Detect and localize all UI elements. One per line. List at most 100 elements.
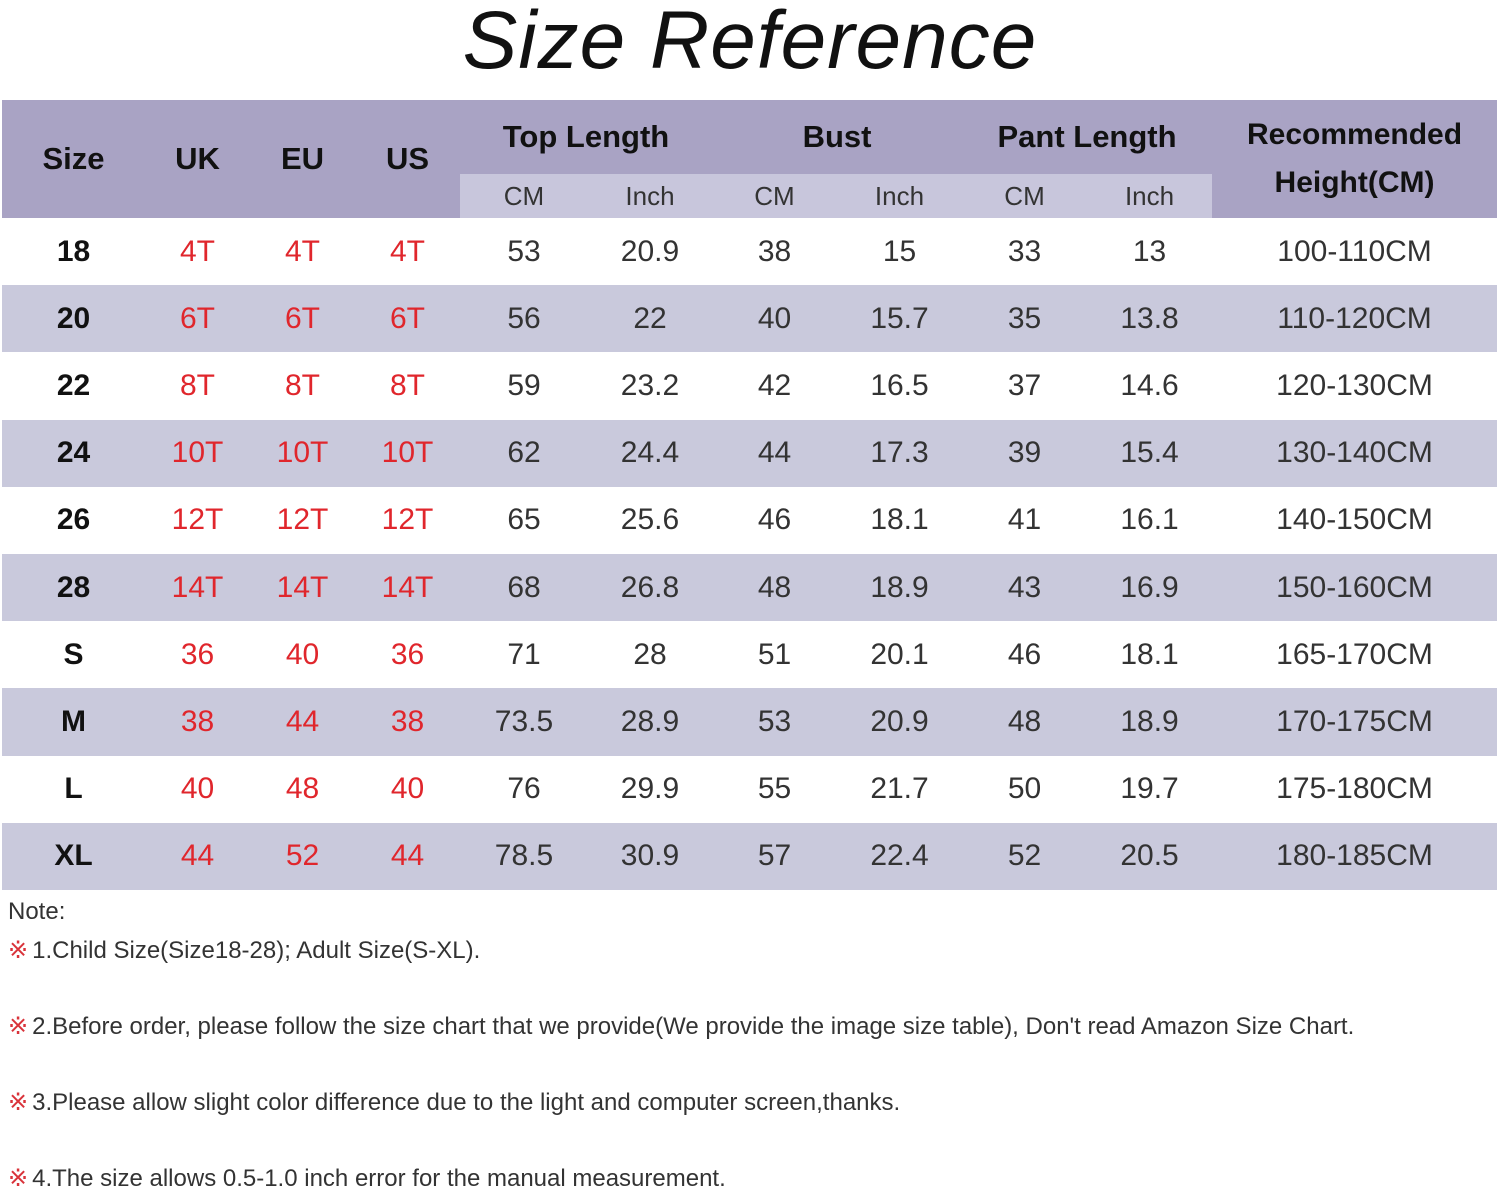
cell-eu: 4T — [284, 234, 320, 268]
cell-uk: 6T — [179, 301, 215, 335]
table-row: 28 14T 14T 14T 68 26.8 48 18.9 43 16.9 150-160CM — [2, 553, 1498, 622]
subheader-bust-inch: Inch — [837, 174, 963, 218]
cell-eu: 48 — [285, 772, 320, 806]
header-uk: UK — [145, 100, 250, 218]
cell-eu: 14T — [276, 570, 329, 604]
subheader-pant-cm: CM — [962, 174, 1088, 218]
cell-bust-cm: 57 — [757, 839, 792, 873]
cell-recommended-height: 150-160CM — [1276, 570, 1433, 604]
cell-top-inch: 23.2 — [620, 368, 680, 402]
subheader-top-cm: CM — [460, 174, 588, 218]
reference-mark-icon: ※ — [8, 1013, 29, 1040]
table-row: L 40 48 40 76 29.9 55 21.7 50 19.7 175-180CM — [2, 756, 1497, 823]
cell-pant-inch: 18.9 — [1120, 704, 1179, 738]
cell-bust-inch: 20.1 — [870, 637, 929, 671]
cell-bust-cm: 44 — [757, 436, 792, 470]
cell-bust-cm: 40 — [757, 301, 792, 335]
note-item: ※ 3.Please allow slight color difference … — [8, 1088, 900, 1117]
cell-bust-inch: 15 — [882, 234, 917, 268]
header-eu: EU — [250, 100, 355, 218]
cell-top-inch: 30.9 — [620, 839, 680, 873]
cell-uk: 4T — [179, 234, 215, 268]
table-row: 18 4T 4T 4T 53 20.9 38 15 33 13 100-110CM — [2, 218, 1497, 285]
note-item: ※ 4.The size allows 0.5-1.0 inch error fo… — [8, 1164, 726, 1193]
table-row: 26 12T 12T 12T 65 25.6 46 18.1 41 16.1 140-150CM — [2, 487, 1497, 554]
table-row: XL 44 52 44 78.5 30.9 57 22.4 52 20.5 180-185CM — [2, 822, 1498, 890]
cell-top-cm: 73.5 — [494, 704, 554, 738]
cell-pant-cm: 33 — [1007, 234, 1042, 268]
cell-uk: 14T — [171, 570, 224, 604]
cell-size: 18 — [56, 234, 91, 268]
cell-pant-inch: 13.8 — [1120, 301, 1179, 335]
cell-top-cm: 53 — [507, 234, 541, 268]
cell-eu: 8T — [284, 368, 320, 402]
cell-top-inch: 25.6 — [620, 503, 680, 537]
cell-eu: 40 — [285, 637, 320, 671]
cell-top-inch: 20.9 — [620, 234, 680, 268]
table-row: M 38 44 38 73.5 28.9 53 20.9 48 18.9 170-175CM — [2, 688, 1498, 756]
cell-top-cm: 76 — [507, 772, 541, 806]
header-pant-length: Pant Length — [962, 100, 1213, 174]
cell-size: 26 — [56, 503, 91, 537]
size-table: Size UK EU US Top Length Bust Pant Lengt… — [2, 100, 1498, 890]
table-row: 20 6T 6T 6T 56 22 40 15.7 35 13.8 110-120CM — [2, 285, 1498, 353]
cell-us: 44 — [390, 839, 425, 873]
cell-bust-inch: 17.3 — [870, 436, 929, 470]
cell-recommended-height: 175-180CM — [1276, 772, 1433, 806]
cell-pant-inch: 13 — [1132, 234, 1167, 268]
cell-us: 10T — [381, 436, 434, 470]
cell-uk: 8T — [179, 368, 215, 402]
cell-bust-cm: 38 — [757, 234, 792, 268]
cell-pant-cm: 41 — [1007, 503, 1042, 537]
header-bust: Bust — [712, 100, 963, 174]
cell-pant-inch: 16.9 — [1120, 570, 1179, 604]
cell-bust-inch: 22.4 — [870, 839, 929, 873]
cell-pant-cm: 35 — [1007, 301, 1042, 335]
cell-top-cm: 68 — [507, 570, 541, 604]
cell-top-cm: 59 — [507, 368, 541, 402]
cell-us: 4T — [389, 234, 425, 268]
cell-uk: 12T — [171, 503, 224, 537]
cell-eu: 10T — [276, 436, 329, 470]
cell-pant-cm: 39 — [1007, 436, 1042, 470]
cell-bust-cm: 46 — [757, 503, 792, 537]
cell-recommended-height: 170-175CM — [1276, 704, 1433, 738]
cell-top-cm: 71 — [507, 637, 541, 671]
note-item: ※ 1.Child Size(Size18-28); Adult Size(S-X… — [8, 936, 480, 965]
reference-mark-icon: ※ — [8, 1165, 29, 1192]
header-recommended: Recommended — [1247, 118, 1463, 151]
cell-recommended-height: 110-120CM — [1277, 301, 1432, 335]
cell-bust-cm: 42 — [757, 368, 792, 402]
cell-bust-inch: 16.5 — [870, 368, 929, 402]
cell-top-inch: 28.9 — [620, 704, 680, 738]
note-text: 4.The size allows 0.5-1.0 inch error for… — [32, 1165, 726, 1192]
cell-pant-inch: 15.4 — [1120, 436, 1179, 470]
cell-size: XL — [54, 839, 93, 873]
cell-pant-inch: 20.5 — [1120, 839, 1179, 873]
cell-pant-inch: 18.1 — [1120, 637, 1179, 671]
subheader-pant-inch: Inch — [1087, 174, 1213, 218]
cell-uk: 36 — [180, 637, 215, 671]
cell-us: 8T — [389, 368, 425, 402]
cell-recommended-height: 180-185CM — [1276, 839, 1433, 873]
cell-eu: 52 — [285, 839, 320, 873]
cell-size: 28 — [56, 570, 91, 604]
cell-us: 38 — [390, 704, 425, 738]
note-text: 3.Please allow slight color difference d… — [32, 1089, 901, 1116]
cell-pant-inch: 19.7 — [1120, 772, 1179, 806]
cell-bust-inch: 15.7 — [870, 301, 929, 335]
header-top-length: Top Length — [460, 100, 712, 174]
cell-us: 6T — [389, 301, 425, 335]
table-row: 22 8T 8T 8T 59 23.2 42 16.5 37 14.6 120-130CM — [2, 352, 1497, 419]
cell-top-cm: 78.5 — [494, 839, 554, 873]
cell-bust-inch: 21.7 — [870, 772, 929, 806]
cell-pant-cm: 43 — [1007, 570, 1042, 604]
cell-top-cm: 62 — [507, 436, 541, 470]
cell-recommended-height: 120-130CM — [1276, 368, 1433, 402]
header-recommended-height: Recommended Height(CM) — [1212, 100, 1498, 218]
cell-bust-cm: 53 — [757, 704, 792, 738]
cell-top-cm: 56 — [507, 301, 541, 335]
page-title: Size Reference — [462, 0, 1038, 86]
cell-uk: 38 — [180, 704, 215, 738]
cell-bust-cm: 48 — [757, 570, 792, 604]
